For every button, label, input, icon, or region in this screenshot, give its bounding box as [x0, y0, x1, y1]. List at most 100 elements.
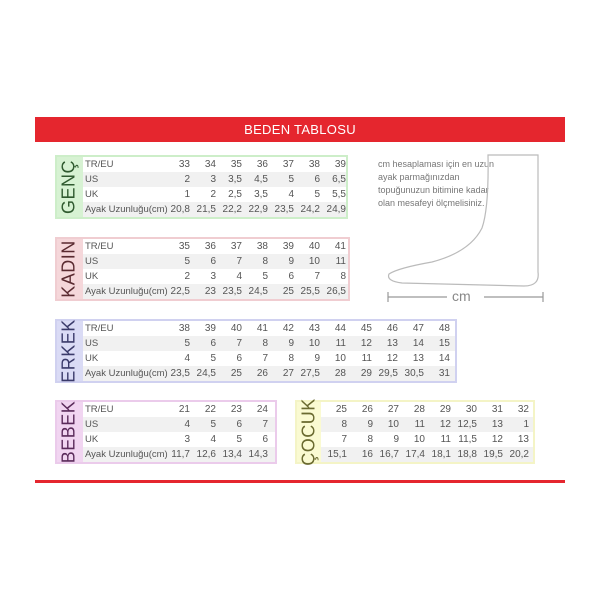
size-cell: 12,6 [196, 449, 216, 460]
size-cell: 38 [178, 323, 190, 334]
size-cell: 9 [314, 353, 320, 364]
size-cell: 7 [236, 338, 242, 349]
size-cell: 25 [230, 368, 242, 379]
size-cell: 22,9 [248, 204, 268, 215]
size-cell: 33 [178, 159, 190, 170]
size-cell: 12,5 [457, 419, 477, 430]
size-cell: 1 [523, 419, 529, 430]
row-label: TR/EU [85, 404, 114, 415]
table-row: Ayak Uzunluğu(cm) 23,5 24,5 25 26 27 27,5 28 29 2… [83, 366, 455, 381]
size-cell: 29,5 [378, 368, 398, 379]
size-cell: 2 [184, 174, 190, 185]
size-cell: 16,7 [379, 449, 399, 460]
size-cell: 22,2 [222, 204, 242, 215]
size-cell: 2,5 [228, 189, 242, 200]
table-row: UK 2 3 4 5 6 7 8 [83, 269, 348, 284]
table-row: 25 26 27 28 29 30 31 32 [321, 402, 533, 417]
table-row: TR/EU 21 22 23 24 [83, 402, 275, 417]
size-cell: 30 [465, 404, 477, 415]
size-cell: 8 [341, 419, 347, 430]
size-cell: 7 [262, 353, 268, 364]
measure-line [387, 292, 544, 302]
size-cell: 38 [308, 159, 320, 170]
row-label: Ayak Uzunluğu(cm) [85, 286, 168, 297]
row-label: UK [85, 353, 99, 364]
size-cell: 29 [360, 368, 372, 379]
row-label: TR/EU [85, 241, 114, 252]
measurement-note: cm hesaplaması için en uzun ayak parmağı… [378, 159, 495, 208]
size-cell: 19,5 [483, 449, 503, 460]
size-cell: 5 [314, 189, 320, 200]
size-cell: 6 [210, 338, 216, 349]
size-cell: 24,2 [300, 204, 320, 215]
size-cell: 10 [308, 256, 320, 267]
size-cell: 31 [491, 404, 503, 415]
size-cell: 11,5 [458, 434, 477, 445]
size-cell: 23,5 [274, 204, 294, 215]
size-cell: 4 [210, 434, 216, 445]
size-cell: 23,5 [170, 368, 190, 379]
table-row: UK 4 5 6 7 8 9 10 11 12 13 14 [83, 351, 455, 366]
size-cell: 47 [412, 323, 424, 334]
size-cell: 11 [414, 419, 425, 430]
size-cell: 25 [282, 286, 294, 297]
size-cell: 6,5 [332, 174, 346, 185]
size-cell: 25,5 [300, 286, 320, 297]
size-cell: 11 [335, 338, 346, 349]
size-cell: 4 [288, 189, 294, 200]
size-cell: 27,5 [300, 368, 320, 379]
size-cell: 12 [386, 353, 398, 364]
size-cell: 9 [393, 434, 399, 445]
size-cell: 8 [262, 338, 268, 349]
size-cell: 23,5 [222, 286, 242, 297]
table-row: TR/EU 33 34 35 36 37 38 39 [83, 157, 346, 172]
row-label: US [85, 174, 99, 185]
size-cell: 4 [184, 353, 190, 364]
size-rows: TR/EU 33 34 35 36 37 38 39 US 2 3 3,5 4,5 5 6 6,5 UK 1 2 2,… [83, 157, 346, 217]
size-cell: 9 [367, 419, 373, 430]
size-cell: 46 [386, 323, 398, 334]
table-row: Ayak Uzunluğu(cm) 20,8 21,5 22,2 22,9 23,5 24,… [83, 202, 346, 217]
header-band: BEDEN TABLOSU [35, 117, 565, 142]
size-cell: 27 [387, 404, 399, 415]
bottom-divider [35, 480, 565, 483]
size-cell: 10 [387, 419, 399, 430]
row-label: Ayak Uzunluğu(cm) [85, 368, 168, 379]
row-label: US [85, 338, 99, 349]
table-row: TR/EU 35 36 37 38 39 40 41 [83, 239, 348, 254]
size-cell: 10 [308, 338, 320, 349]
size-cell: 7 [314, 271, 320, 282]
size-cell: 13 [491, 419, 503, 430]
table-kadin: KADIN TR/EU 35 36 37 38 39 40 41 US 5 6 7 8 9 10 11 UK 2 3 4… [55, 237, 350, 301]
size-cell: 5 [184, 256, 190, 267]
size-cell: 24,5 [196, 368, 216, 379]
size-cell: 7 [236, 256, 242, 267]
size-cell: 41 [334, 241, 346, 252]
size-cell: 7 [262, 419, 268, 430]
size-cell: 24 [256, 404, 268, 415]
row-label: US [85, 256, 99, 267]
size-cell: 26,5 [326, 286, 346, 297]
row-label: Ayak Uzunluğu(cm) [85, 449, 168, 460]
size-cell: 48 [438, 323, 450, 334]
size-cell: 39 [204, 323, 216, 334]
table-cocuk: ÇOCUK 25 26 27 28 29 30 31 32 8 9 10 11 12 12,5 13 1 7 8 9 1… [295, 398, 535, 466]
size-cell: 22,5 [170, 286, 190, 297]
size-cell: 2 [184, 271, 190, 282]
size-cell: 3,5 [228, 174, 242, 185]
size-cell: 3 [210, 174, 216, 185]
size-cell: 20,2 [509, 449, 529, 460]
size-cell: 4 [236, 271, 242, 282]
row-label: UK [85, 271, 99, 282]
table-row: Ayak Uzunluğu(cm) 22,5 23 23,5 24,5 25 25,5 26,… [83, 284, 348, 299]
size-cell: 24,9 [326, 204, 346, 215]
size-cell: 11 [440, 434, 451, 445]
table-row: Ayak Uzunluğu(cm) 11,7 12,6 13,4 14,3 [83, 447, 275, 462]
size-cell: 3 [210, 271, 216, 282]
size-cell: 6 [288, 271, 294, 282]
size-cell: 21,5 [196, 204, 216, 215]
size-rows: TR/EU 35 36 37 38 39 40 41 US 5 6 7 8 9 10 11 UK 2 3 4 5 6 7 8 A… [83, 239, 348, 299]
size-cell: 39 [282, 241, 294, 252]
size-cell: 6 [210, 256, 216, 267]
size-cell: 44 [334, 323, 346, 334]
